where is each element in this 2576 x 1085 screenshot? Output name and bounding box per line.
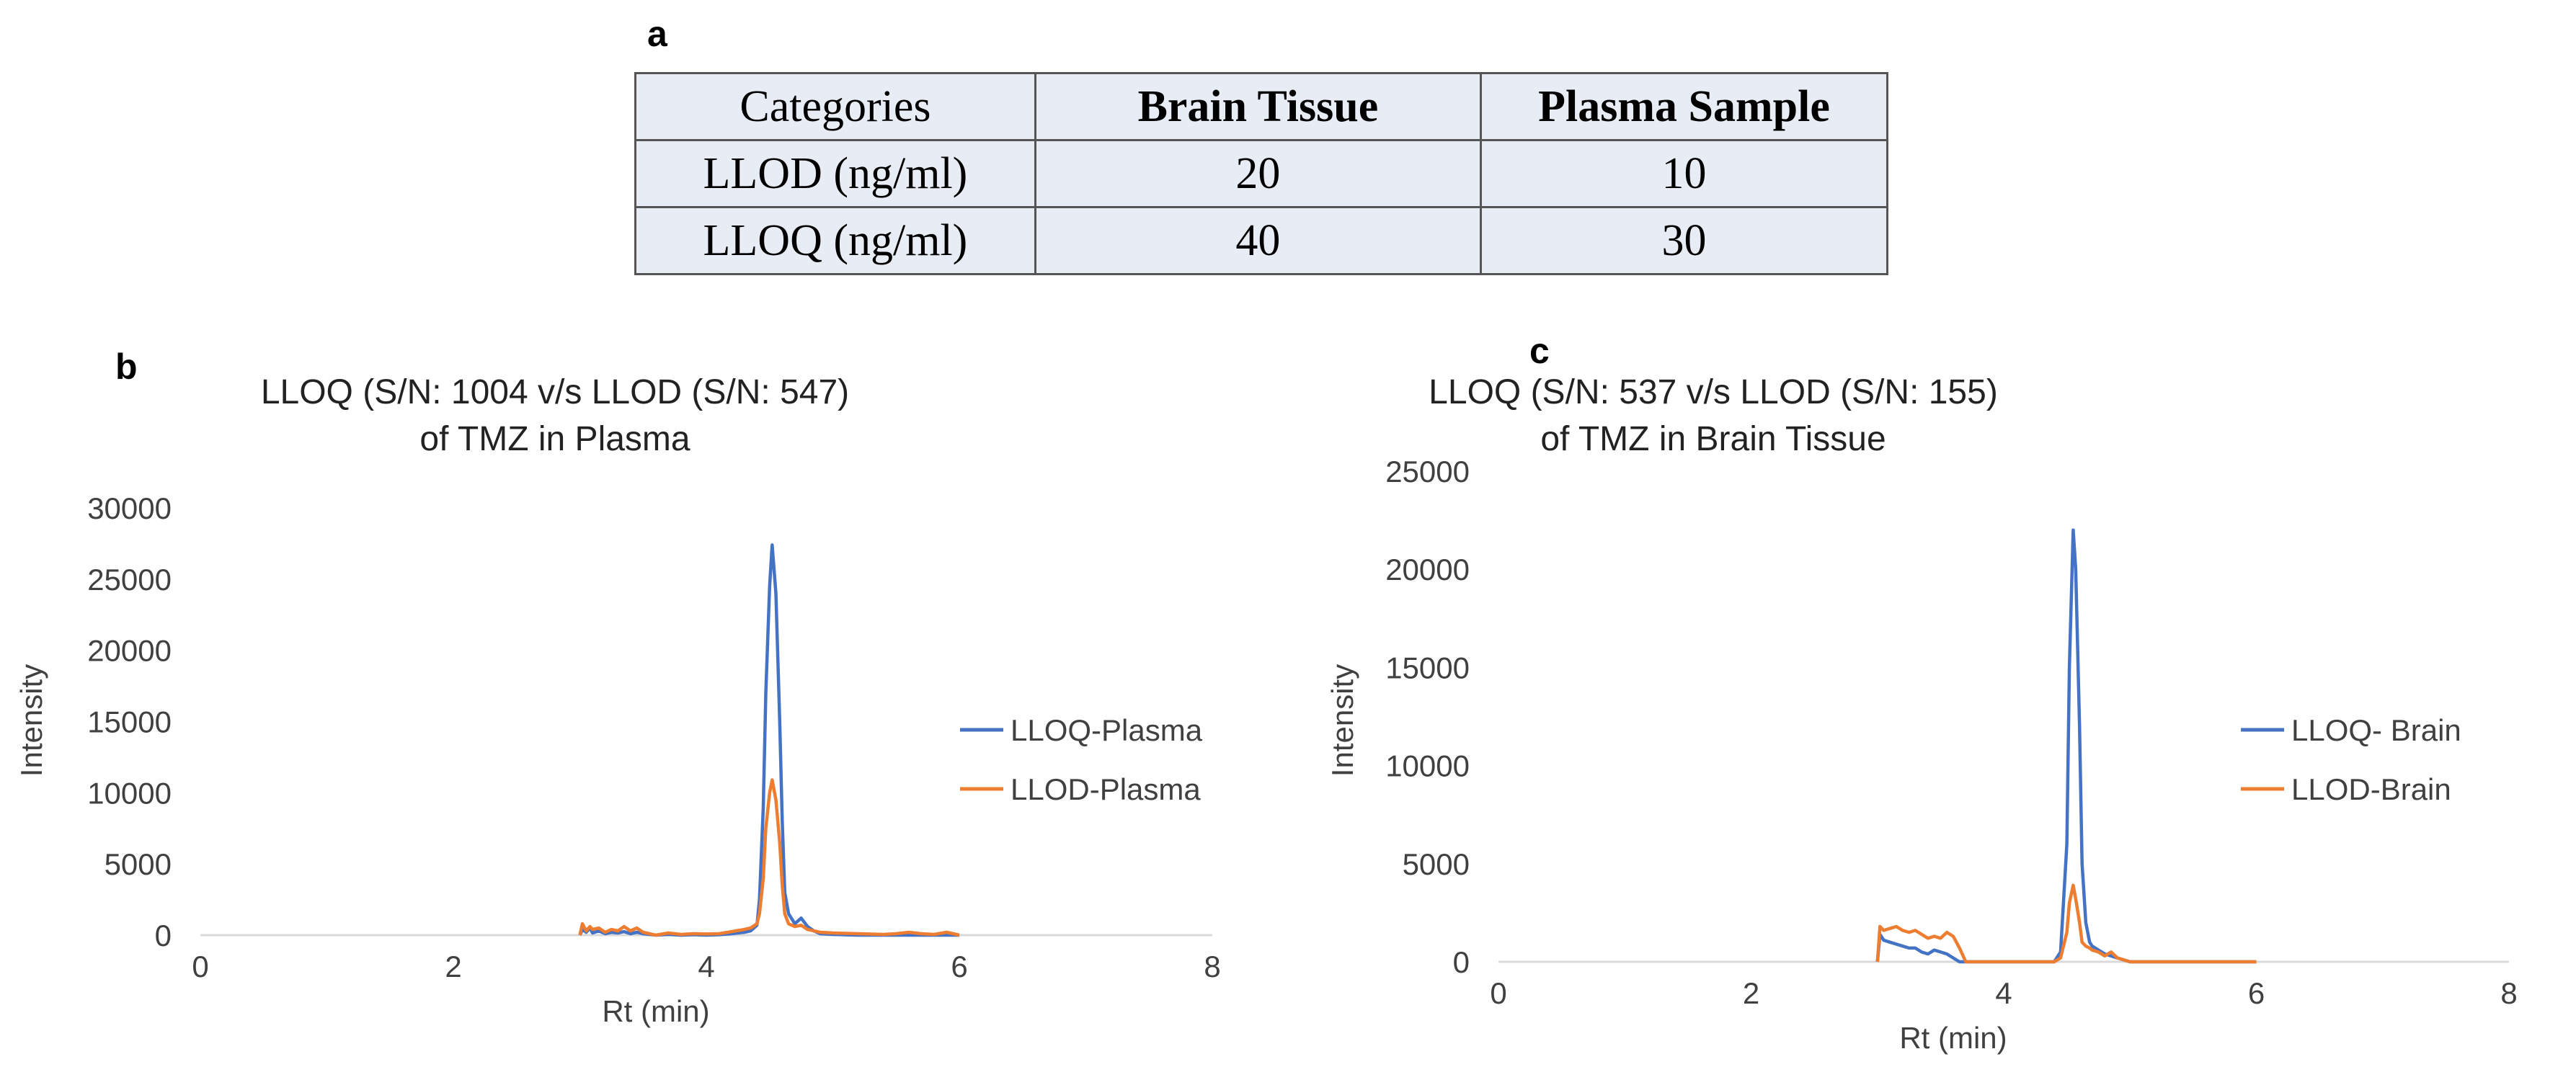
y-tick-label: 20000 [1385,553,1470,586]
y-tick-label: 5000 [105,847,172,881]
panel-label-c: c [1529,331,1550,371]
y-tick-label: 15000 [1385,651,1470,684]
x-axis-label: Rt (min) [602,994,709,1028]
plasma-chromatogram-chart: LLOQ (S/N: 1004 v/s LLOD (S/N: 547) of TM… [14,373,1221,1028]
series-line-llod-brain [1875,883,2257,964]
table-cell: 30 [1479,206,1889,275]
table-header-plasma-sample: Plasma Sample [1479,72,1889,141]
series-line-lloq-plasma [578,543,959,937]
y-tick-label: 5000 [1403,847,1470,881]
y-tick-label: 10000 [87,776,172,810]
x-tick-label: 2 [445,950,461,983]
chart-subtitle: of TMZ in Plasma [419,420,690,458]
y-tick-label: 25000 [87,563,172,597]
table-header-brain-tissue: Brain Tissue [1034,72,1482,141]
table-cell: LLOD (ng/ml) [634,139,1036,208]
x-tick-label: 6 [951,950,967,983]
y-tick-label: 0 [155,919,172,952]
y-tick-label: 30000 [87,491,172,525]
legend-label: LLOD-Plasma [1011,772,1201,806]
series-line-lloq-brain [1875,528,2257,964]
table-cell: LLOQ (ng/ml) [634,206,1036,275]
x-tick-label: 6 [2248,976,2265,1010]
panel-label-b: b [115,347,138,387]
x-tick-label: 8 [1204,950,1220,983]
chart-title: LLOQ (S/N: 537 v/s LLOD (S/N: 155) [1429,373,1998,411]
table-header-categories: Categories [634,72,1036,141]
legend-label: LLOQ- Brain [2291,713,2461,747]
y-tick-label: 20000 [87,634,172,668]
series-line-llod-plasma [578,778,960,937]
chart-subtitle: of TMZ in Brain Tissue [1540,420,1886,458]
x-axis-label: Rt (min) [1899,1021,2007,1055]
lod-loq-table: Categories Brain Tissue Plasma Sample LL… [634,72,1889,275]
table-row: LLOQ (ng/ml) 40 30 [634,206,1889,275]
x-tick-label: 4 [698,950,714,983]
x-tick-label: 0 [192,950,208,983]
table-header-row: Categories Brain Tissue Plasma Sample [634,72,1889,141]
chart-title: LLOQ (S/N: 1004 v/s LLOD (S/N: 547) [261,373,849,411]
y-axis-label: Intensity [14,664,48,777]
y-axis-label: Intensity [1325,664,1359,777]
x-tick-label: 8 [2500,976,2517,1010]
y-tick-label: 10000 [1385,749,1470,783]
table-cell: 20 [1034,139,1482,208]
panel-label-a: a [647,14,667,54]
x-tick-label: 4 [1995,976,2012,1010]
legend-label: LLOD-Brain [2291,772,2451,806]
y-tick-label: 0 [1453,945,1470,979]
table-cell: 10 [1479,139,1889,208]
y-tick-label: 25000 [1385,455,1470,488]
table-cell: 40 [1034,206,1482,275]
table-row: LLOD (ng/ml) 20 10 [634,139,1889,208]
legend-label: LLOQ-Plasma [1011,713,1203,747]
x-tick-label: 0 [1490,976,1506,1010]
brain-chromatogram-chart: LLOQ (S/N: 537 v/s LLOD (S/N: 155) of TMZ… [1325,373,2518,1055]
y-tick-label: 15000 [87,705,172,739]
x-tick-label: 2 [1743,976,1759,1010]
